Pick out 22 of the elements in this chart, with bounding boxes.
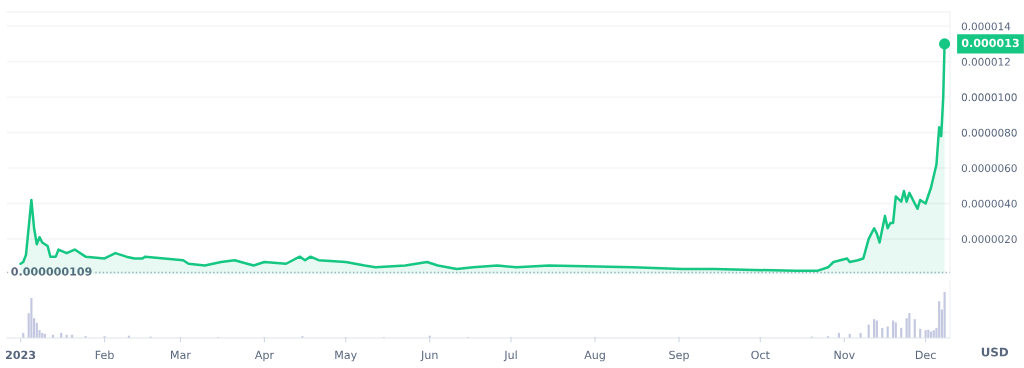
x-tick-label: Oct [751, 350, 770, 360]
x-tick-label: Mar [171, 350, 191, 360]
x-tick-label: 2023 [5, 350, 36, 360]
text: USD [981, 347, 1009, 357]
y-tick-label: 0.0000040 [961, 199, 1017, 208]
x-tick-label: Apr [254, 350, 275, 362]
y-tick-label: 0.0000080 [961, 128, 1017, 137]
x-tick-label: Feb [95, 350, 114, 360]
x-tick-label: Jun [420, 350, 438, 362]
x-tick-label: May [335, 350, 357, 362]
y-tick-label: 0.0000020 [961, 235, 1017, 244]
x-tick-label: Aug [584, 350, 605, 362]
x-tick-label: Sep [669, 350, 689, 362]
ref-line-label: 0.000000109 [11, 267, 92, 276]
y-tick-label: 0.0000100 [961, 93, 1017, 102]
y-tick-label: 0.000012 [961, 57, 1010, 66]
y-tick-label: 0.0000060 [961, 164, 1017, 173]
x-tick-label: Nov [834, 350, 855, 360]
x-tick-label: Jul [503, 350, 517, 362]
x-tick-label: Dec [915, 350, 936, 360]
y-tick-label: 0.000014 [961, 22, 1011, 31]
annotation: 0.000013 [961, 38, 1019, 48]
